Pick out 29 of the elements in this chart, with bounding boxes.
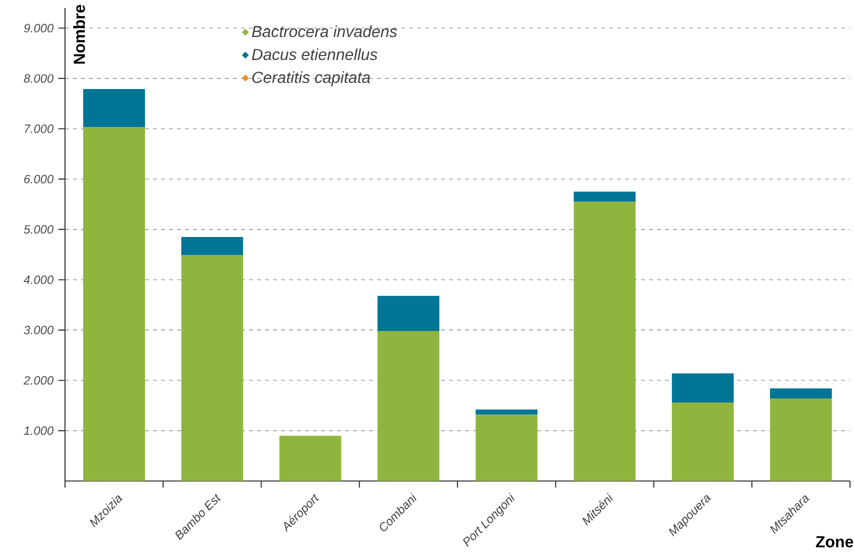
y-tick-label: 5.000 bbox=[24, 225, 54, 234]
bar bbox=[476, 410, 538, 415]
y-tick-label: 1.000 bbox=[24, 426, 54, 435]
bar bbox=[181, 236, 244, 256]
bar bbox=[672, 373, 734, 402]
y-tick-label: 7.000 bbox=[24, 124, 54, 134]
x-axis-title: Zone bbox=[816, 536, 854, 548]
y-tick-label: 3.000 bbox=[24, 326, 54, 334]
bar bbox=[181, 255, 244, 481]
bar bbox=[770, 388, 832, 398]
y-tick-label: 2.000 bbox=[24, 376, 54, 385]
bar bbox=[476, 414, 538, 481]
y-tick-label: 4.000 bbox=[24, 275, 54, 284]
legend-label: Dacus etiennellus bbox=[252, 48, 378, 60]
bar bbox=[574, 192, 636, 202]
bar bbox=[83, 89, 145, 128]
bar bbox=[378, 296, 440, 332]
bar bbox=[83, 127, 145, 481]
y-tick-label: 9.000 bbox=[24, 24, 54, 32]
legend-label: Bactrocera invadens bbox=[252, 25, 397, 38]
bar bbox=[378, 331, 440, 481]
legend-label: Ceratitis capitata bbox=[252, 71, 370, 86]
y-tick-label: 8.000 bbox=[24, 74, 54, 83]
bar bbox=[672, 402, 734, 481]
y-tick-label: 6.000 bbox=[24, 174, 54, 184]
y-axis-title: Nombre bbox=[73, 4, 86, 64]
bar bbox=[574, 202, 636, 481]
bar bbox=[279, 436, 342, 481]
bar bbox=[770, 398, 832, 481]
